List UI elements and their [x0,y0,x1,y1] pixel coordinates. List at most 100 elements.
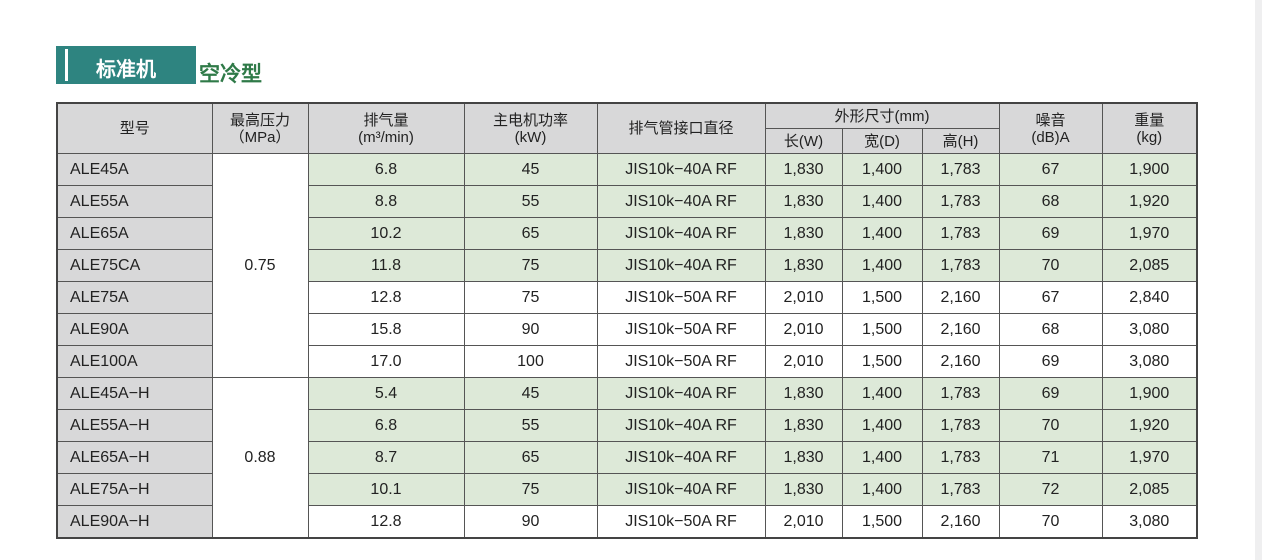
table-row: ALE45A 0.75 6.8 45 JIS10k−40A RF 1,830 1,400 1,… [56,153,1198,378]
cell-pressure: 0.88 [211,377,309,539]
cell-power: 100 [463,345,598,378]
cell-flow: 6.8 [307,409,465,442]
badge-divider [65,49,68,81]
header-model: 型号 [56,102,213,154]
scrollbar[interactable] [1255,0,1262,560]
table-row: ALE55A−H 6.8 55 JIS10k−40A RF 1,830 1,400 1,78… [56,409,1198,442]
cell-w: 1,830 [764,185,843,218]
cell-model: ALE65A [56,217,213,250]
cell-model: ALE90A [56,313,213,346]
cell-noise: 67 [998,153,1103,186]
cell-pipe: JIS10k−40A RF [596,441,766,474]
cell-w: 2,010 [764,313,843,346]
cell-d: 1,400 [841,409,923,442]
table-row: ALE90A−H 12.8 90 JIS10k−50A RF 2,010 1,500 2,1… [56,505,1198,539]
table-row: ALE75CA 11.8 75 JIS10k−40A RF 1,830 1,400 1,78… [56,249,1198,282]
table-row: ALE90A 15.8 90 JIS10k−50A RF 2,010 1,500 2,160… [56,313,1198,346]
cell-noise: 71 [998,441,1103,474]
cell-power: 55 [463,185,598,218]
cell-d: 1,400 [841,153,923,186]
cell-flow: 10.1 [307,473,465,506]
cell-flow: 10.2 [307,217,465,250]
cell-weight: 1,970 [1101,441,1198,474]
cell-h: 1,783 [921,249,1000,282]
cell-flow: 11.8 [307,249,465,282]
cell-d: 1,400 [841,249,923,282]
cell-h: 2,160 [921,505,1000,539]
cell-power: 75 [463,281,598,314]
cell-d: 1,500 [841,281,923,314]
cell-d: 1,500 [841,505,923,539]
cell-model: ALE75A−H [56,473,213,506]
cell-w: 1,830 [764,153,843,186]
cell-model: ALE100A [56,345,213,378]
cell-noise: 67 [998,281,1103,314]
cell-pipe: JIS10k−40A RF [596,473,766,506]
cell-d: 1,400 [841,217,923,250]
cell-weight: 1,900 [1101,377,1198,410]
header-d: 宽(D) [841,128,923,154]
cell-d: 1,400 [841,377,923,410]
cell-pipe: JIS10k−40A RF [596,153,766,186]
cell-w: 1,830 [764,249,843,282]
cell-d: 1,400 [841,473,923,506]
cell-flow: 6.8 [307,153,465,186]
table-row: ALE75A 12.8 75 JIS10k−50A RF 2,010 1,500 2,160… [56,281,1198,314]
cell-w: 2,010 [764,345,843,378]
cell-noise: 72 [998,473,1103,506]
header-flow: 排气量 (m³/min) [307,102,465,154]
section-title: 标准机 [96,59,156,81]
cell-pipe: JIS10k−50A RF [596,281,766,314]
cell-d: 1,500 [841,313,923,346]
cell-power: 75 [463,473,598,506]
cell-weight: 1,900 [1101,153,1198,186]
cell-pipe: JIS10k−50A RF [596,345,766,378]
table-row: ALE75A−H 10.1 75 JIS10k−40A RF 1,830 1,400 1,7… [56,473,1198,506]
cell-h: 2,160 [921,281,1000,314]
section-badge: 标准机 [56,46,196,84]
cell-h: 1,783 [921,185,1000,218]
table-row: ALE45A−H 0.88 5.4 45 JIS10k−40A RF 1,830 1,400… [56,377,1198,539]
cell-noise: 70 [998,409,1103,442]
header-power: 主电机功率 (kW) [463,102,598,154]
cell-model: ALE75CA [56,249,213,282]
cell-flow: 12.8 [307,505,465,539]
cell-model: ALE45A−H [56,377,213,410]
table-row: ALE100A 17.0 100 JIS10k−50A RF 2,010 1,500 2,1… [56,345,1198,378]
cell-model: ALE75A [56,281,213,314]
cell-noise: 70 [998,505,1103,539]
cell-h: 1,783 [921,473,1000,506]
cell-model: ALE90A−H [56,505,213,539]
cell-noise: 68 [998,185,1103,218]
cell-flow: 15.8 [307,313,465,346]
cell-pipe: JIS10k−50A RF [596,313,766,346]
cell-noise: 68 [998,313,1103,346]
cell-weight: 1,970 [1101,217,1198,250]
cell-power: 45 [463,153,598,186]
cell-pipe: JIS10k−40A RF [596,249,766,282]
cell-h: 2,160 [921,345,1000,378]
cell-h: 2,160 [921,313,1000,346]
table-row: ALE65A−H 8.7 65 JIS10k−40A RF 1,830 1,400 1,78… [56,441,1198,474]
cell-h: 1,783 [921,441,1000,474]
cell-pressure: 0.75 [211,153,309,378]
table-row: ALE55A 8.8 55 JIS10k−40A RF 1,830 1,400 1,783 6… [56,185,1198,218]
cell-flow: 5.4 [307,377,465,410]
cell-w: 2,010 [764,505,843,539]
spec-table: 型号 最高压力 （MPa） 排气量 (m³/min) 主电机功率 (kW) 排气管接口… [56,102,1198,539]
cell-w: 1,830 [764,377,843,410]
cell-weight: 2,085 [1101,249,1198,282]
header-weight: 重量 (kg) [1101,102,1198,154]
cell-noise: 69 [998,345,1103,378]
cell-flow: 17.0 [307,345,465,378]
header-w: 长(W) [764,128,843,154]
cell-h: 1,783 [921,377,1000,410]
header-h: 高(H) [921,128,1000,154]
cell-power: 90 [463,505,598,539]
cell-power: 55 [463,409,598,442]
cell-pipe: JIS10k−40A RF [596,377,766,410]
header-noise: 噪音 (dB)A [998,102,1103,154]
cell-power: 65 [463,217,598,250]
header-pressure: 最高压力 （MPa） [211,102,309,154]
cell-model: ALE55A [56,185,213,218]
